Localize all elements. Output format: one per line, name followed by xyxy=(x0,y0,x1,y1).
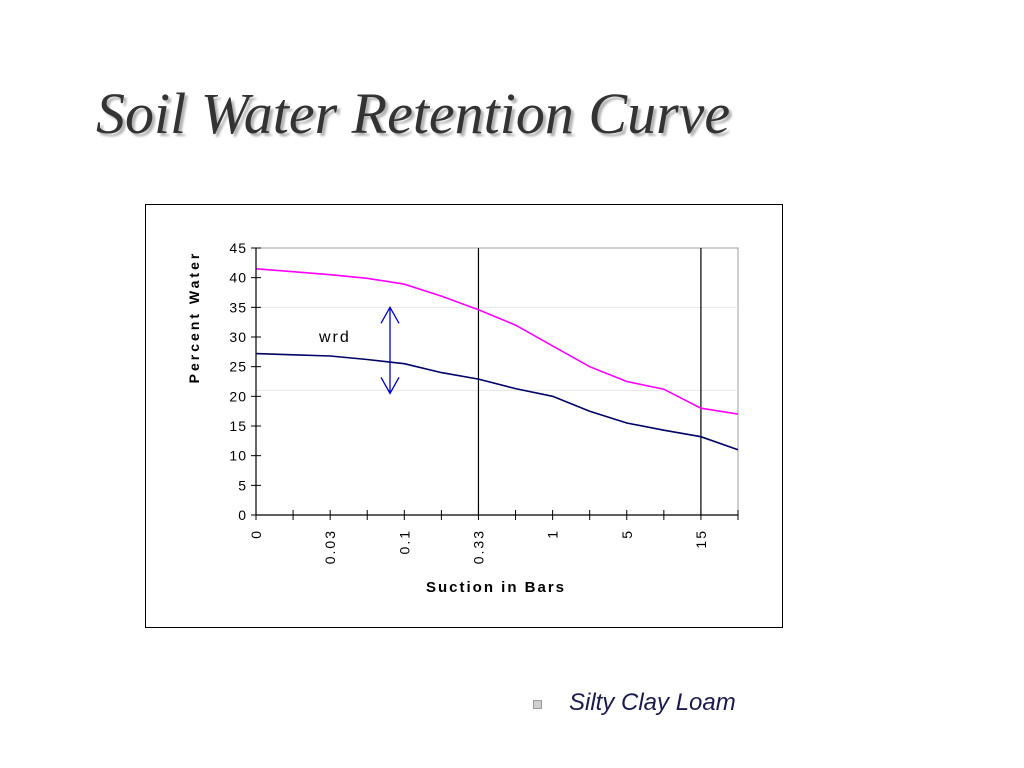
x-tick-label: 0.03 xyxy=(322,529,338,564)
x-tick-label: 0.1 xyxy=(396,529,412,554)
wrd-arrow-head-down xyxy=(380,377,400,395)
y-tick-label: 5 xyxy=(238,477,247,493)
axes xyxy=(255,248,738,516)
soil-type-caption: Silty Clay Loam xyxy=(569,689,736,716)
x-tick-label: 15 xyxy=(693,529,709,549)
x-tick-label: 5 xyxy=(619,529,635,539)
y-tick-label: 35 xyxy=(229,299,247,315)
bullet-square-icon xyxy=(533,700,542,709)
y-tick-label: 15 xyxy=(229,418,247,434)
upper-retention-curve xyxy=(255,268,739,415)
x-axis-label: Suction in Bars xyxy=(426,579,566,596)
chart-frame: 0 5 10 15 20 25 30 35 40 45 0 0.03 0.1 0.33 1 5 15 wrd … xyxy=(145,204,783,628)
lower-retention-curve xyxy=(255,352,739,451)
wrd-label: wrd xyxy=(318,329,351,346)
annotations: wrd xyxy=(318,306,400,395)
plot-border xyxy=(255,247,739,516)
y-ticks: 0 5 10 15 20 25 30 35 40 45 xyxy=(229,240,261,523)
y-tick-label: 45 xyxy=(229,240,247,256)
x-ticks: 0 0.03 0.1 0.33 1 5 15 xyxy=(248,510,739,564)
y-tick-label: 25 xyxy=(229,359,247,375)
plot-area xyxy=(255,247,739,516)
y-tick-label: 30 xyxy=(229,329,247,345)
curves xyxy=(255,268,739,451)
x-tick-label: 0 xyxy=(248,529,264,539)
y-tick-label: 10 xyxy=(229,448,247,464)
slide-title: Soil Water Retention Curve xyxy=(96,81,731,146)
y-tick-label: 20 xyxy=(229,388,247,404)
x-tick-label: 0.33 xyxy=(470,529,486,564)
y-axis-label: Percent Water xyxy=(186,251,202,384)
y-tick-label: 40 xyxy=(229,270,247,286)
wrd-arrow-head-up xyxy=(380,306,400,324)
y-tick-label: 0 xyxy=(238,507,247,523)
x-tick-label: 1 xyxy=(545,529,561,539)
